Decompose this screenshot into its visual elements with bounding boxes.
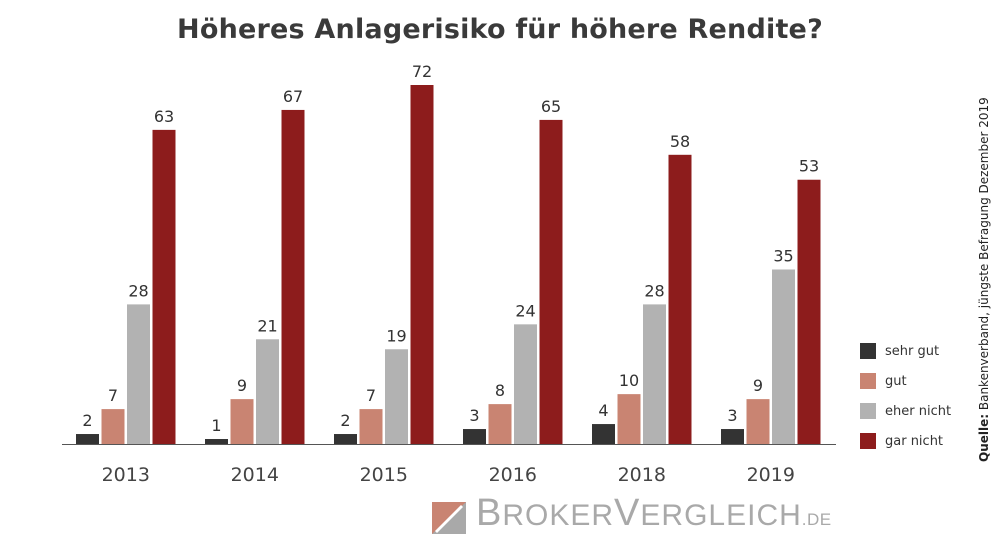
legend-label: sehr gut (885, 343, 940, 359)
data-label: 65 (541, 97, 561, 116)
bar-2019-gar-nicht (797, 179, 821, 444)
data-label: 58 (670, 132, 690, 151)
x-tick-label: 2015 (360, 464, 408, 486)
data-label: 1 (211, 416, 221, 435)
bar-2014-sehr-gut (205, 439, 228, 444)
bar-2015-eher-nicht (385, 349, 408, 444)
data-label: 7 (366, 386, 376, 405)
data-label: 35 (773, 246, 793, 265)
bar-2019-gut (746, 399, 770, 444)
data-label: 10 (619, 371, 639, 390)
data-label: 2 (82, 411, 92, 430)
chart-title: Höheres Anlagerisiko für höhere Rendite? (177, 14, 823, 45)
legend-label: gar nicht (885, 433, 944, 449)
data-label: 21 (257, 316, 277, 335)
data-label: 28 (128, 281, 148, 300)
logo-text-part: .DE (801, 510, 832, 529)
legend-label: eher nicht (885, 403, 952, 419)
bar-2015-gar-nicht (410, 85, 434, 444)
bar-2014-gar-nicht (281, 109, 305, 445)
bar-2015-sehr-gut (334, 434, 357, 444)
legend-swatch (860, 403, 876, 419)
bar-2016-eher-nicht (514, 324, 537, 444)
data-label: 9 (237, 376, 247, 395)
data-label: 7 (108, 386, 118, 405)
logo-mark-icon (432, 502, 466, 534)
logo-text-part: V (614, 492, 641, 534)
legend-item: gar nicht (860, 426, 951, 456)
brokervergleich-logo: BROKERVERGLEICH.DE (432, 492, 832, 538)
bar-2015-gut (359, 409, 383, 444)
data-label: 4 (598, 401, 608, 420)
x-tick-label: 2014 (231, 464, 279, 486)
x-tick-label: 2019 (747, 464, 795, 486)
data-label: 19 (386, 326, 406, 345)
bar-2013-gar-nicht (152, 129, 176, 444)
data-label: 28 (644, 281, 664, 300)
legend-item: eher nicht (860, 396, 951, 426)
data-label: 24 (515, 301, 535, 320)
legend-label: gut (885, 373, 907, 389)
bar-2016-sehr-gut (463, 429, 486, 444)
legend-item: gut (860, 366, 951, 396)
bar-2018-eher-nicht (643, 304, 666, 444)
data-label: 72 (412, 62, 432, 81)
bar-2013-gut (101, 409, 125, 444)
source-text: Bankenverband, jüngste Befragung Dezembe… (977, 97, 991, 414)
source-note: Quelle: Bankenverband, jüngste Befragung… (977, 97, 991, 462)
bar-2018-sehr-gut (592, 424, 615, 444)
x-tick-label: 2013 (102, 464, 150, 486)
bar-2019-sehr-gut (721, 429, 744, 444)
legend-item: sehr gut (860, 336, 951, 366)
data-label: 63 (154, 107, 174, 126)
legend: sehr gut gut eher nicht gar nicht (860, 336, 951, 456)
x-tick-label: 2018 (618, 464, 666, 486)
data-label: 9 (753, 376, 763, 395)
bar-2018-gut (617, 394, 641, 444)
bar-2016-gut (488, 404, 512, 444)
data-label: 3 (727, 406, 737, 425)
logo-text-part: ROKER (502, 499, 615, 532)
data-label: 2 (340, 411, 350, 430)
data-label: 67 (283, 87, 303, 106)
source-label: Quelle: (977, 413, 991, 462)
legend-swatch (860, 373, 876, 389)
legend-swatch (860, 343, 876, 359)
data-label: 8 (495, 381, 505, 400)
x-tick-label: 2016 (489, 464, 537, 486)
bar-2013-sehr-gut (76, 434, 99, 444)
bar-2019-eher-nicht (772, 269, 795, 444)
logo-text-part: ERGLEICH (640, 499, 802, 532)
logo-text-part: B (476, 492, 503, 534)
bar-2018-gar-nicht (668, 154, 692, 445)
bar-2014-eher-nicht (256, 339, 279, 444)
data-label: 3 (469, 406, 479, 425)
bar-2016-gar-nicht (539, 119, 563, 445)
legend-swatch (860, 433, 876, 449)
logo-wordmark: BROKERVERGLEICH.DE (476, 492, 832, 538)
bar-2014-gut (230, 399, 254, 444)
bar-2013-eher-nicht (127, 304, 150, 444)
data-label: 53 (799, 157, 819, 176)
